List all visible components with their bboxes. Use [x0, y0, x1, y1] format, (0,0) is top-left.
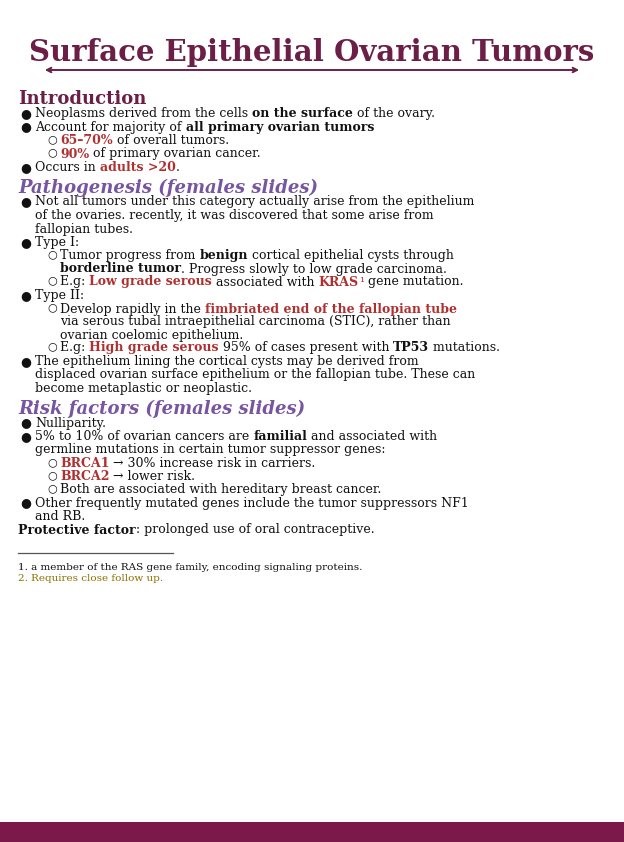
- Text: and associated with: and associated with: [307, 430, 437, 443]
- Text: E.g:: E.g:: [60, 275, 89, 289]
- Text: ○: ○: [47, 275, 57, 285]
- Text: on the surface: on the surface: [252, 107, 353, 120]
- Text: associated with: associated with: [212, 275, 318, 289]
- Text: High grade serous: High grade serous: [89, 342, 219, 354]
- Text: all primary ovarian tumors: all primary ovarian tumors: [185, 120, 374, 134]
- Text: ●: ●: [20, 430, 31, 443]
- Text: . Progress slowly to low grade carcinoma.: . Progress slowly to low grade carcinoma…: [181, 263, 447, 275]
- Text: and RB.: and RB.: [35, 510, 85, 523]
- Text: adults >20: adults >20: [100, 161, 175, 174]
- Text: ●: ●: [20, 497, 31, 509]
- Text: ○: ○: [47, 302, 57, 312]
- Text: 2. Requires close follow up.: 2. Requires close follow up.: [18, 574, 163, 583]
- Text: ovarian coelomic epithelium.: ovarian coelomic epithelium.: [60, 328, 243, 342]
- Text: → 30% increase risk in carriers.: → 30% increase risk in carriers.: [109, 457, 316, 470]
- Text: Type II:: Type II:: [35, 289, 84, 302]
- Text: cortical epithelial cysts through: cortical epithelial cysts through: [248, 249, 454, 263]
- Text: Develop rapidly in the: Develop rapidly in the: [60, 302, 205, 316]
- Text: ○: ○: [47, 134, 57, 144]
- Text: 90%: 90%: [60, 147, 89, 161]
- Text: Surface Epithelial Ovarian Tumors: Surface Epithelial Ovarian Tumors: [29, 38, 595, 67]
- Text: ¹: ¹: [359, 275, 364, 289]
- Text: benign: benign: [200, 249, 248, 263]
- Text: displaced ovarian surface epithelium or the fallopian tube. These can: displaced ovarian surface epithelium or …: [35, 369, 475, 381]
- Text: ○: ○: [47, 342, 57, 351]
- Text: ○: ○: [47, 457, 57, 467]
- Text: gene mutation.: gene mutation.: [364, 275, 463, 289]
- Text: of overall tumors.: of overall tumors.: [112, 134, 229, 147]
- Text: mutations.: mutations.: [429, 342, 500, 354]
- Text: Nulliparity.: Nulliparity.: [35, 417, 106, 429]
- Text: 65–70%: 65–70%: [60, 134, 112, 147]
- Text: KRAS: KRAS: [318, 275, 359, 289]
- Text: of the ovaries. recently, it was discovered that some arise from: of the ovaries. recently, it was discove…: [35, 209, 434, 222]
- Text: of the ovary.: of the ovary.: [353, 107, 435, 120]
- Text: fallopian tubes.: fallopian tubes.: [35, 222, 133, 236]
- Text: → lower risk.: → lower risk.: [109, 470, 195, 483]
- Text: BRCA2: BRCA2: [60, 470, 109, 483]
- Text: ●: ●: [20, 195, 31, 209]
- Text: .: .: [175, 161, 180, 174]
- Text: 1. a member of the RAS gene family, encoding signaling proteins.: 1. a member of the RAS gene family, enco…: [18, 563, 363, 572]
- Text: fimbriated end of the fallopian tube: fimbriated end of the fallopian tube: [205, 302, 457, 316]
- Text: ○: ○: [47, 470, 57, 480]
- Text: ●: ●: [20, 417, 31, 429]
- Text: Pathogenesis (females slides): Pathogenesis (females slides): [18, 179, 318, 197]
- Text: ○: ○: [47, 249, 57, 259]
- Text: familial: familial: [253, 430, 307, 443]
- Text: Protective factor: Protective factor: [18, 524, 135, 536]
- Text: Occurs in: Occurs in: [35, 161, 100, 174]
- Text: ●: ●: [20, 161, 31, 174]
- Text: TP53: TP53: [393, 342, 429, 354]
- Text: Type I:: Type I:: [35, 236, 79, 249]
- Text: via serous tubal intraepithelial carcinoma (STIC), rather than: via serous tubal intraepithelial carcino…: [60, 316, 451, 328]
- Text: Low grade serous: Low grade serous: [89, 275, 212, 289]
- Bar: [0, 822, 624, 842]
- Text: ●: ●: [20, 236, 31, 249]
- Text: 95% of cases present with: 95% of cases present with: [219, 342, 393, 354]
- Text: Other frequently mutated genes include the tumor suppressors NF1: Other frequently mutated genes include t…: [35, 497, 469, 509]
- Text: Tumor progress from: Tumor progress from: [60, 249, 200, 263]
- Text: : prolonged use of oral contraceptive.: : prolonged use of oral contraceptive.: [135, 524, 374, 536]
- Text: of primary ovarian cancer.: of primary ovarian cancer.: [89, 147, 261, 161]
- Text: ○: ○: [47, 147, 57, 157]
- Text: Both are associated with hereditary breast cancer.: Both are associated with hereditary brea…: [60, 483, 381, 496]
- Text: become metaplastic or neoplastic.: become metaplastic or neoplastic.: [35, 382, 252, 395]
- Text: ●: ●: [20, 355, 31, 368]
- Text: Introduction: Introduction: [18, 90, 147, 108]
- Text: Not all tumors under this category actually arise from the epithelium: Not all tumors under this category actua…: [35, 195, 474, 209]
- Text: borderline tumor: borderline tumor: [60, 263, 181, 275]
- Text: germline mutations in certain tumor suppressor genes:: germline mutations in certain tumor supp…: [35, 444, 386, 456]
- Text: Neoplasms derived from the cells: Neoplasms derived from the cells: [35, 107, 252, 120]
- Text: ●: ●: [20, 289, 31, 302]
- Text: Account for majority of: Account for majority of: [35, 120, 185, 134]
- Text: BRCA1: BRCA1: [60, 457, 109, 470]
- Text: Risk factors (females slides): Risk factors (females slides): [18, 399, 305, 418]
- Text: ○: ○: [47, 483, 57, 493]
- Text: E.g:: E.g:: [60, 342, 89, 354]
- Text: 5% to 10% of ovarian cancers are: 5% to 10% of ovarian cancers are: [35, 430, 253, 443]
- Text: ●: ●: [20, 120, 31, 134]
- Text: ●: ●: [20, 107, 31, 120]
- Text: The epithelium lining the cortical cysts may be derived from: The epithelium lining the cortical cysts…: [35, 355, 419, 368]
